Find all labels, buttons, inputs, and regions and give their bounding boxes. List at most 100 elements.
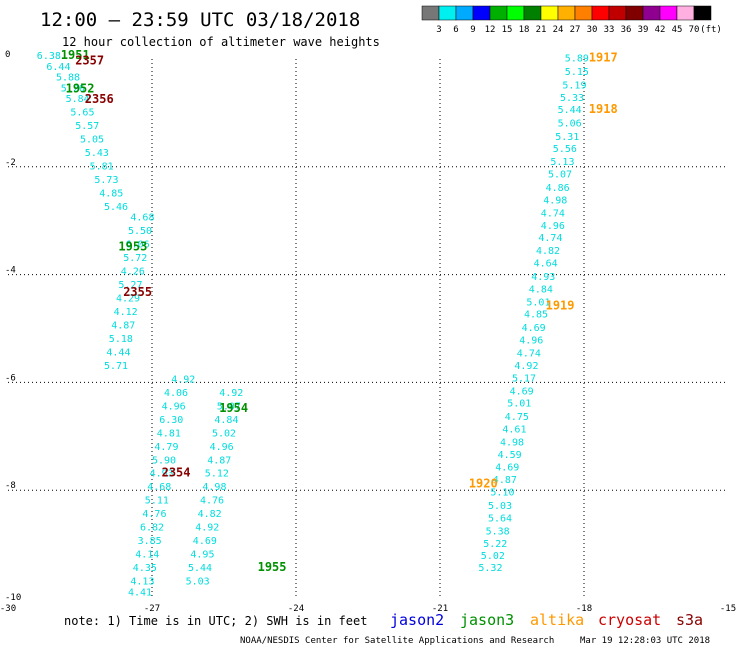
y-tick-label: -2 — [5, 158, 16, 168]
x-tick-label: -30 — [0, 604, 16, 614]
swh-value-label: 5.88 — [56, 73, 80, 84]
swh-value-label: 4.14 — [135, 550, 159, 561]
note-text: note: 1) Time is in UTC; 2) SWH is in fe… — [64, 614, 367, 628]
swh-value-label: 6.44 — [46, 62, 70, 73]
swh-value-label: 4.96 — [162, 401, 186, 412]
swh-value-label: 5.50 — [128, 226, 152, 237]
swh-value-label: 5.43 — [85, 148, 109, 159]
swh-value-label: 4.92 — [514, 361, 538, 372]
colorbar-tick-label: 70 — [689, 25, 700, 35]
pass-time-label: 1920 — [469, 477, 498, 491]
swh-value-label: 4.12 — [114, 307, 138, 318]
swh-value-label: 4.75 — [505, 412, 529, 423]
swh-value-label: 4.98 — [500, 437, 524, 448]
swh-value-label: 5.07 — [548, 170, 572, 181]
y-tick-label: 0 — [5, 50, 10, 60]
colorbar-tick-label: 24 — [553, 25, 564, 35]
swh-value-label: 5.01 — [526, 297, 550, 308]
swh-value-label: 5.07 — [217, 401, 241, 412]
swh-value-label: 6.82 — [140, 523, 164, 534]
swh-value-label: 4.98 — [202, 482, 226, 493]
colorbar-tick-label: 45 — [672, 25, 683, 35]
swh-value-label: 4.29 — [116, 294, 140, 305]
swh-value-label: 4.69 — [510, 386, 534, 397]
swh-value-label: 5.11 — [145, 496, 169, 507]
colorbar-swatch — [608, 5, 627, 21]
x-tick-label: -27 — [144, 604, 160, 614]
swh-value-label: 6.30 — [159, 415, 183, 426]
swh-value-label: 5.06 — [558, 118, 582, 129]
pass-time-label: 1955 — [258, 560, 287, 574]
swh-value-label: 4.86 — [546, 183, 570, 194]
y-tick-label: -4 — [5, 266, 16, 276]
swh-value-label: 4.74 — [517, 349, 541, 360]
x-tick-label: -24 — [288, 604, 304, 614]
pass-time-label: 1917 — [589, 51, 618, 65]
x-tick-label: -15 — [720, 604, 736, 614]
colorbar-swatch — [455, 5, 474, 21]
colorbar-legend: 3 6 9 12 15 18 21 24 27 30 33 36 39 42 45 70 (ft) — [421, 5, 722, 35]
legend-entry-jason3: jason3 — [460, 611, 514, 629]
swh-value-label: 5.15 — [565, 67, 589, 78]
colorbar-unit: (ft) — [700, 25, 722, 35]
swh-value-label: 4.41 — [128, 587, 152, 598]
colorbar-swatch — [676, 5, 695, 21]
swh-value-label: 5.89 — [565, 54, 589, 65]
colorbar-swatch — [489, 5, 508, 21]
grid-lines — [8, 59, 728, 598]
swh-value-label: 4.85 — [99, 188, 123, 199]
y-tick-label: -6 — [5, 373, 16, 383]
swh-value-label: 5.72 — [123, 253, 147, 264]
swh-value-label: 5.44 — [188, 563, 212, 574]
pass-time-label: 2356 — [85, 92, 114, 106]
swh-value-label: 5.90 — [152, 455, 176, 466]
colorbar-swatch — [625, 5, 644, 21]
colorbar-swatch — [642, 5, 661, 21]
colorbar-tick-label: 6 — [453, 25, 458, 35]
footer-timestamp: Mar 19 12:28:03 UTC 2018 — [580, 636, 710, 646]
colorbar-tick-label: 30 — [587, 25, 598, 35]
swh-value-label: 5.33 — [560, 93, 584, 104]
swh-value-label: 5.05 — [80, 135, 104, 146]
swh-value-label: 5.10 — [490, 488, 514, 499]
swh-value-label: 4.76 — [142, 509, 166, 520]
x-tick-label: -18 — [576, 604, 592, 614]
swh-value-label: 4.74 — [538, 233, 562, 244]
swh-value-label: 4.87 — [111, 321, 135, 332]
footer-source: NOAA/NESDIS Center for Satellite Applica… — [240, 636, 554, 646]
swh-value-label: 5.64 — [488, 513, 512, 524]
pass-time-label: 2355 — [123, 285, 152, 299]
swh-value-label: 6.38 — [37, 51, 61, 62]
swh-value-label: 4.93 — [531, 272, 555, 283]
swh-value-label: 5.18 — [109, 334, 133, 345]
swh-value-label: 4.96 — [210, 442, 234, 453]
colorbar-swatch — [693, 5, 712, 21]
swh-value-label: 4.82 — [198, 509, 222, 520]
swh-value-label: 5.38 — [486, 526, 510, 537]
colorbar-tick-label: 42 — [655, 25, 666, 35]
colorbar-swatch — [421, 5, 440, 21]
colorbar-swatch — [557, 5, 576, 21]
legend-entry-s3a: s3a — [676, 611, 703, 629]
swh-value-label: 4.06 — [164, 388, 188, 399]
swh-value-label: 4.79 — [154, 442, 178, 453]
pass-time-label: 2354 — [162, 466, 191, 480]
swh-value-label: 4.98 — [543, 195, 567, 206]
swh-value-label: 6.06 — [126, 240, 150, 251]
colorbar-swatch — [659, 5, 678, 21]
legend-entry-altika: altika — [530, 611, 584, 629]
swh-value-label: 4.84 — [529, 284, 553, 295]
data-points: 5.895.155.195.335.445.065.315.565.135.07… — [37, 51, 589, 598]
legend-entry-jason2: jason2 — [390, 611, 444, 629]
swh-value-label: 4.93 — [150, 469, 174, 480]
swh-value-label: 4.59 — [498, 450, 522, 461]
swh-value-label: 4.81 — [157, 428, 181, 439]
swh-value-label: 4.69 — [495, 462, 519, 473]
colorbar-tick-label: 39 — [638, 25, 649, 35]
swh-value-label: 5.03 — [488, 501, 512, 512]
swh-value-label: 5.02 — [212, 428, 236, 439]
swh-value-label: 5.22 — [483, 539, 507, 550]
time-labels: 1917 1918 1919 1920 1951 1952 1953 1954 1955 2357… — [61, 48, 618, 574]
swh-value-label: 4.84 — [214, 415, 238, 426]
swh-value-label: 4.44 — [106, 347, 130, 358]
